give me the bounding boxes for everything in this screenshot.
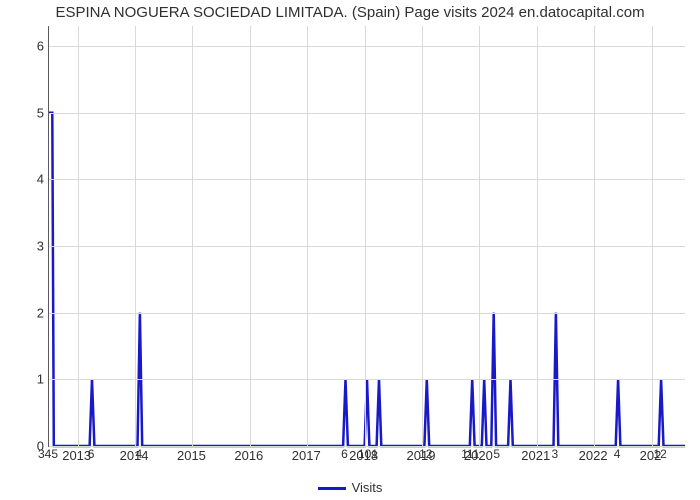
plot-area	[48, 26, 685, 447]
point-label: 12	[653, 447, 666, 461]
x-tick-label: 2016	[234, 448, 263, 463]
point-label: 5	[493, 447, 500, 461]
point-label: 6	[88, 447, 95, 461]
point-label: 4	[136, 447, 143, 461]
v-gridline	[192, 26, 193, 446]
v-gridline	[78, 26, 79, 446]
legend: Visits	[0, 480, 700, 495]
v-gridline	[307, 26, 308, 446]
x-tick-label: 2022	[579, 448, 608, 463]
y-tick-label: 2	[4, 305, 44, 320]
point-label: 3	[552, 447, 559, 461]
v-gridline	[652, 26, 653, 446]
h-gridline	[49, 313, 685, 314]
h-gridline	[49, 179, 685, 180]
y-tick-label: 4	[4, 172, 44, 187]
line-path	[49, 26, 685, 446]
point-label: 12	[419, 447, 432, 461]
h-gridline	[49, 46, 685, 47]
x-tick-label: 2021	[521, 448, 550, 463]
point-label: 101	[358, 447, 378, 461]
y-tick-label: 5	[4, 105, 44, 120]
v-gridline	[250, 26, 251, 446]
x-tick-label: 2015	[177, 448, 206, 463]
point-label: 6	[341, 447, 348, 461]
point-label: 111	[461, 447, 479, 461]
x-tick-label: 2017	[292, 448, 321, 463]
h-gridline	[49, 379, 685, 380]
x-tick-label: 2014	[120, 448, 149, 463]
h-gridline	[49, 113, 685, 114]
legend-label: Visits	[352, 480, 383, 495]
h-gridline	[49, 246, 685, 247]
v-gridline	[479, 26, 480, 446]
v-gridline	[594, 26, 595, 446]
v-gridline	[422, 26, 423, 446]
v-gridline	[135, 26, 136, 446]
v-gridline	[365, 26, 366, 446]
point-label: 4	[614, 447, 621, 461]
point-label: 345	[38, 447, 58, 461]
y-tick-label: 6	[4, 39, 44, 54]
legend-swatch	[318, 487, 346, 490]
chart-title: ESPINA NOGUERA SOCIEDAD LIMITADA. (Spain…	[0, 0, 700, 21]
v-gridline	[537, 26, 538, 446]
y-tick-label: 1	[4, 372, 44, 387]
y-tick-label: 3	[4, 239, 44, 254]
